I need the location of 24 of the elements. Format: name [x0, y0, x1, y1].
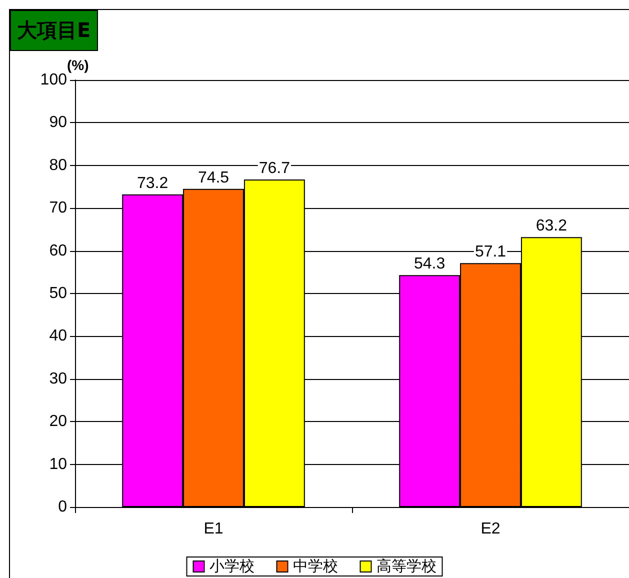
data-label: 54.3 — [414, 256, 446, 273]
data-label: 57.1 — [474, 244, 506, 261]
y-tick-label: 30 — [49, 370, 68, 388]
y-tick-label: 10 — [49, 456, 68, 473]
data-label: 73.2 — [136, 174, 168, 192]
data-label: 76.7 — [258, 160, 290, 177]
x-tick-label: E1 — [204, 520, 224, 538]
y-tick-label: 60 — [49, 242, 68, 260]
x-tick-label: E2 — [480, 520, 500, 538]
legend-label: 小学校 — [209, 558, 254, 575]
y-tick-label: 90 — [49, 114, 68, 132]
legend-label: 中学校 — [292, 558, 338, 575]
legend-label: 高等学校 — [376, 558, 436, 575]
data-label: 74.5 — [198, 169, 230, 186]
chart-title: 大項目E — [10, 10, 98, 51]
data-label: 63.2 — [536, 218, 568, 235]
y-tick-label: 0 — [58, 498, 68, 516]
y-tick-label: 20 — [49, 413, 68, 430]
y-axis-title: (%) — [67, 57, 89, 74]
y-tick-label: 100 — [40, 72, 68, 88]
y-tick-label: 70 — [49, 200, 68, 217]
y-tick-label: 80 — [49, 156, 68, 174]
y-tick-label: 50 — [49, 285, 68, 302]
y-tick-label: 40 — [49, 328, 68, 345]
